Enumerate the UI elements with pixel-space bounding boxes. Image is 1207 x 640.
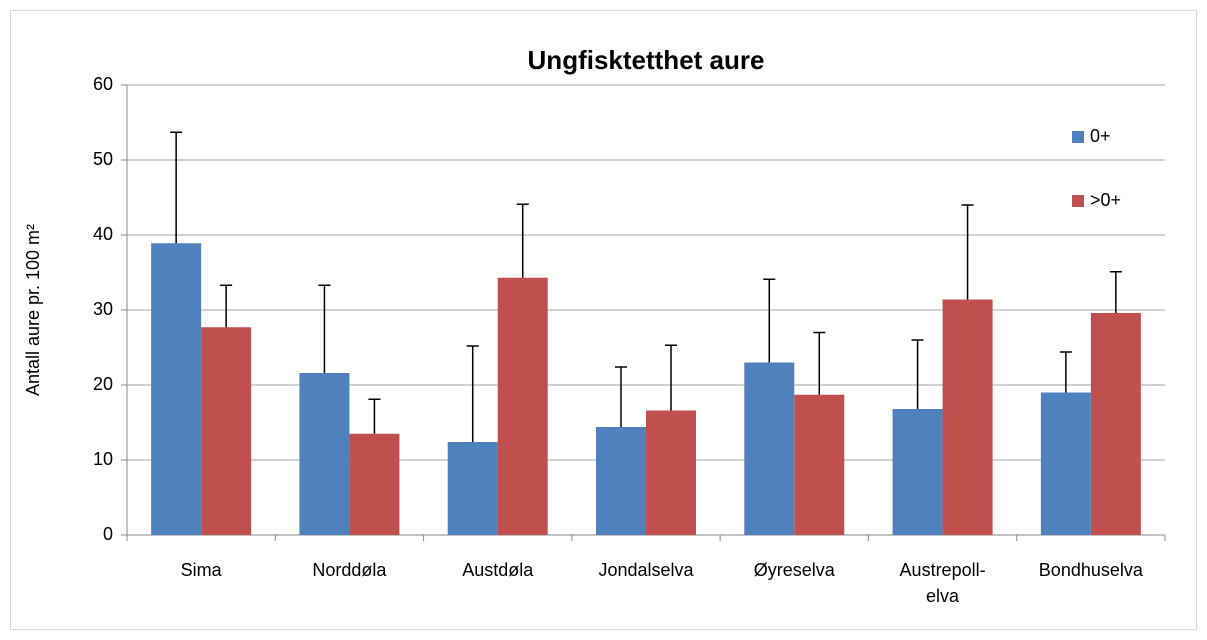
bar [151, 243, 202, 535]
bar [497, 277, 548, 535]
error-bar [220, 284, 233, 328]
y-tick-label: 0 [103, 524, 113, 544]
error-bar [318, 284, 331, 373]
error-bar [615, 366, 627, 427]
y-tick-label: 40 [93, 224, 113, 244]
x-tick-label: Øyreselva [754, 560, 836, 580]
error-bar [516, 203, 529, 278]
bar [892, 409, 943, 535]
chart-title: Ungfisktetthet aure [528, 45, 765, 75]
error-bar [665, 344, 677, 411]
bar [794, 394, 845, 535]
x-tick-label: Jondalselva [598, 560, 694, 580]
y-axis-label: Antall aure pr. 100 m² [23, 224, 43, 396]
legend-swatch [1072, 195, 1084, 207]
bar [596, 427, 646, 535]
x-tick-label: Norddøla [312, 560, 387, 580]
error-bar [170, 131, 183, 244]
bar [1040, 392, 1091, 535]
error-bar [763, 278, 776, 363]
error-bar [961, 204, 974, 300]
x-tick-label: Austdøla [462, 560, 534, 580]
y-tick-label: 20 [93, 374, 113, 394]
legend-label: 0+ [1090, 126, 1111, 146]
bar [1090, 313, 1141, 535]
y-tick-label: 10 [93, 449, 113, 469]
bar [646, 410, 696, 535]
bar [447, 442, 498, 535]
bar [349, 433, 400, 535]
x-tick-label: Sima [181, 560, 223, 580]
error-bar [368, 398, 381, 434]
x-tick-label: Bondhuselva [1039, 560, 1144, 580]
error-bar [813, 331, 826, 395]
y-tick-label: 30 [93, 299, 113, 319]
error-bar [1059, 351, 1072, 393]
legend-swatch [1072, 131, 1084, 143]
error-bar [911, 339, 924, 409]
y-tick-label: 50 [93, 149, 113, 169]
y-tick-label: 60 [93, 74, 113, 94]
bar [942, 299, 993, 535]
bar [299, 373, 350, 535]
error-bar [1109, 271, 1122, 313]
legend-label: >0+ [1090, 190, 1121, 210]
bar [201, 327, 252, 535]
bar [744, 362, 795, 535]
error-bar [466, 345, 479, 442]
x-tick-label: Austrepoll-elva [900, 560, 986, 606]
